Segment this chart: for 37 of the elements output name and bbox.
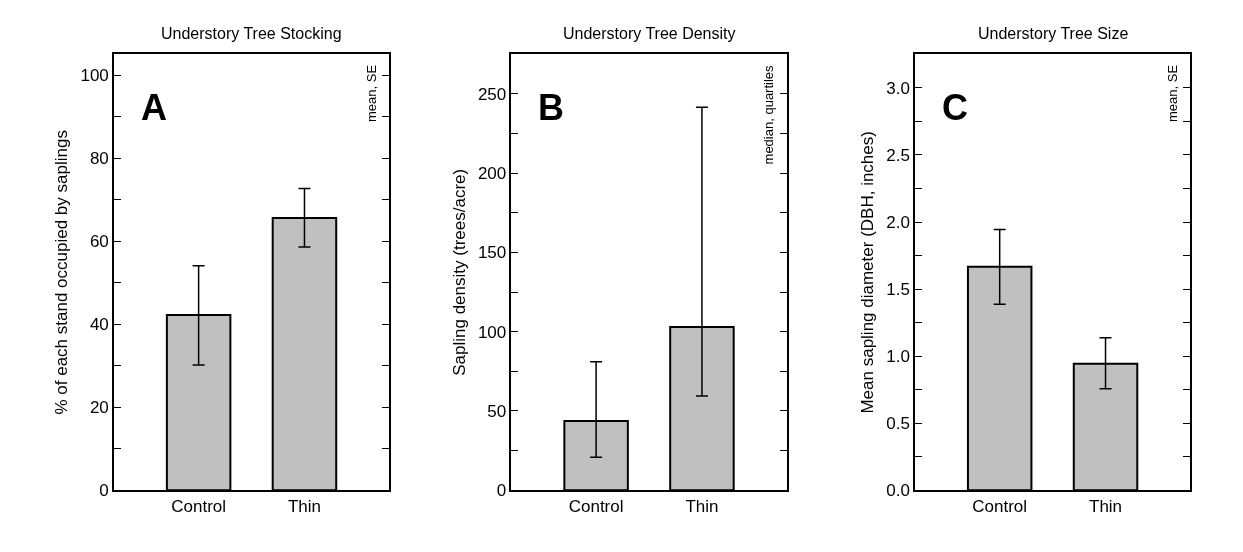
y-tick-label: 200 bbox=[477, 164, 507, 184]
x-tick-label: Control bbox=[972, 497, 1028, 517]
y-tick-label: 0 bbox=[99, 481, 109, 501]
y-tick-label: 100 bbox=[477, 322, 507, 342]
x-tick-label: Thin bbox=[287, 497, 321, 517]
x-tick-label: Control bbox=[171, 497, 227, 517]
annotation: B bbox=[538, 87, 564, 128]
y-tick-label: 100 bbox=[80, 66, 109, 86]
y-tick-label: 3.0 bbox=[886, 78, 910, 98]
chart-title: Understory Tree Size bbox=[978, 25, 1129, 42]
x-tick-label: Thin bbox=[1088, 497, 1123, 517]
chart-title: Understory Tree Stocking bbox=[161, 25, 342, 42]
x-tick-label: Control bbox=[568, 497, 624, 517]
y-axis-title: Mean sapling diameter (DBH, inches) bbox=[858, 131, 878, 414]
y-tick-label: 1.0 bbox=[886, 347, 910, 367]
annotation: mean, SE bbox=[363, 64, 379, 122]
y-tick-label: 2.5 bbox=[886, 145, 910, 165]
y-axis-title: % of each stand occupied by saplings bbox=[52, 130, 72, 415]
y-tick-label: 0.0 bbox=[886, 481, 910, 501]
annotation: C bbox=[942, 87, 968, 128]
y-tick-label: 0.5 bbox=[886, 414, 910, 434]
annotation: A bbox=[141, 87, 167, 128]
annotation: median, quartiles bbox=[761, 64, 777, 165]
x-tick-label: Thin bbox=[685, 497, 719, 517]
y-tick-label: 1.5 bbox=[886, 280, 910, 300]
y-tick-label: 2.0 bbox=[886, 212, 910, 232]
y-tick-label: 150 bbox=[477, 243, 507, 263]
y-tick-label: 20 bbox=[89, 398, 109, 418]
y-tick-label: 60 bbox=[89, 232, 109, 252]
annotation: mean, SE bbox=[1164, 64, 1180, 123]
y-tick-label: 80 bbox=[89, 149, 109, 169]
y-tick-label: 250 bbox=[477, 84, 507, 104]
chart-title: Understory Tree Density bbox=[563, 25, 736, 42]
y-tick-label: 50 bbox=[487, 401, 507, 421]
y-tick-label: 0 bbox=[496, 481, 507, 501]
y-tick-label: 40 bbox=[89, 315, 109, 335]
y-axis-title: Sapling density (trees/acre) bbox=[449, 168, 469, 376]
